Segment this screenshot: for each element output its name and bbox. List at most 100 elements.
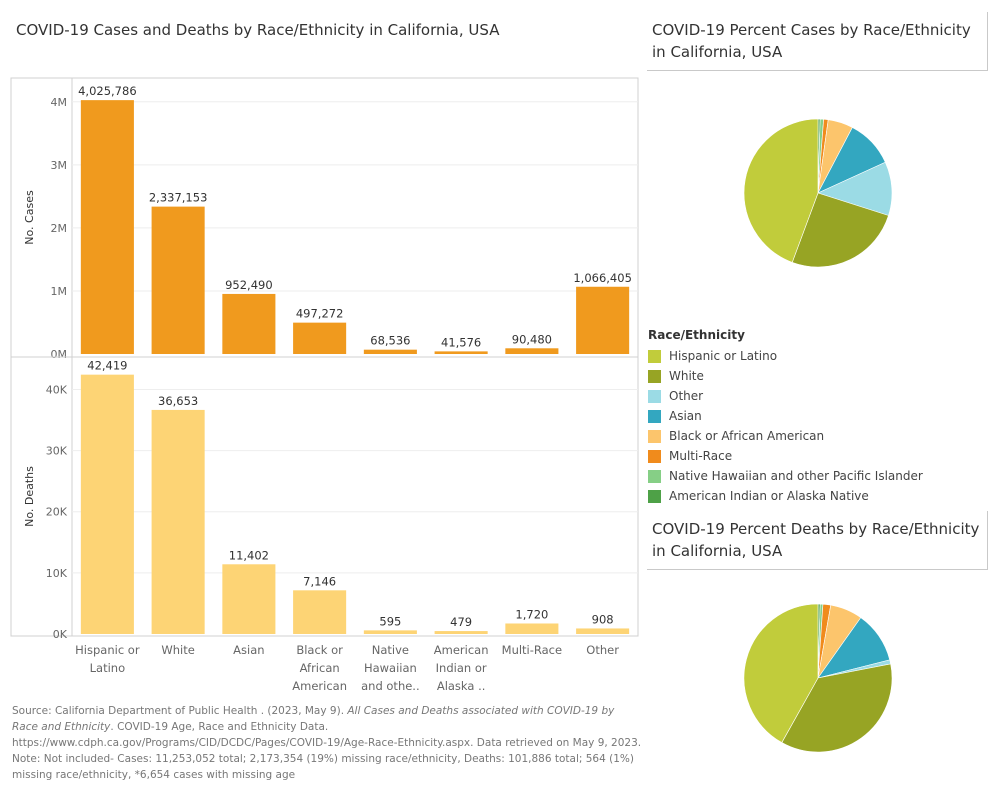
x-tick-label: American <box>292 679 347 693</box>
x-tick-label: Alaska .. <box>437 679 486 693</box>
legend-label: Hispanic or Latino <box>669 349 778 363</box>
pie-slice <box>781 663 893 753</box>
data-label: 497,272 <box>296 307 344 321</box>
deaths-pie-panel: COVID-19 Percent Deaths by Race/Ethnicit… <box>647 511 988 570</box>
x-tick-label: Black or <box>296 643 343 657</box>
legend-swatch <box>648 349 661 363</box>
data-label: 1,066,405 <box>573 271 632 285</box>
y-axis-title: No. Deaths <box>23 466 36 527</box>
pie-slice <box>743 118 819 263</box>
y-tick-label: 0M <box>51 348 68 361</box>
bar <box>151 206 205 354</box>
legend-item: Black or African American <box>648 426 923 446</box>
data-label: 595 <box>379 614 401 628</box>
bar <box>505 348 559 354</box>
x-tick-label: Asian <box>233 643 264 657</box>
data-label: 1,720 <box>515 607 548 621</box>
legend-item: Asian <box>648 406 923 426</box>
y-tick-label: 0K <box>53 628 68 641</box>
legend-label: Multi-Race <box>669 449 733 463</box>
bar <box>151 409 205 634</box>
x-tick-label: Multi-Race <box>502 643 562 657</box>
source-url: https://www.cdph.ca.gov/Programs/CID/DCD… <box>12 737 642 749</box>
x-tick-label: White <box>161 643 194 657</box>
data-label: 479 <box>450 615 472 629</box>
x-tick-label: Latino <box>90 661 125 675</box>
bar <box>222 293 276 354</box>
legend: Race/Ethnicity Hispanic or Latino White Ot… <box>648 328 923 506</box>
data-label: 908 <box>592 612 614 626</box>
legend-swatch <box>648 449 661 463</box>
legend-swatch <box>648 489 661 503</box>
legend-item: Hispanic or Latino <box>648 346 923 366</box>
y-tick-label: 3M <box>51 159 68 172</box>
cases-pie-panel: COVID-19 Percent Cases by Race/Ethnicity… <box>647 12 988 71</box>
x-tick-label: African <box>300 661 340 675</box>
x-tick-label: Hispanic or <box>75 643 140 657</box>
legend-swatch <box>648 469 661 483</box>
legend-item: Other <box>648 386 923 406</box>
legend-label: Other <box>669 389 704 403</box>
data-label: 42,419 <box>87 359 127 373</box>
y-axis-title: No. Cases <box>23 190 36 245</box>
y-tick-label: 40K <box>46 383 68 396</box>
data-label: 2,337,153 <box>149 191 208 205</box>
legend-item: American Indian or Alaska Native <box>648 486 923 506</box>
note-text: Note: Not included- Cases: 11,253,052 to… <box>12 753 634 781</box>
pie-slice <box>743 603 819 743</box>
legend-swatch <box>648 429 661 443</box>
y-tick-label: 4M <box>51 96 68 109</box>
data-label: 41,576 <box>441 335 481 349</box>
x-tick-label: Native <box>372 643 409 657</box>
bar <box>434 631 488 634</box>
y-tick-label: 30K <box>46 445 68 458</box>
x-tick-label: American <box>434 643 489 657</box>
bar <box>576 628 630 634</box>
bar <box>505 623 559 634</box>
legend-title: Race/Ethnicity <box>648 328 745 342</box>
bar <box>80 100 134 354</box>
legend-label: American Indian or Alaska Native <box>669 489 869 503</box>
pie-slice <box>791 192 889 268</box>
cases-pie-chart <box>743 118 893 268</box>
data-label: 4,025,786 <box>78 84 137 98</box>
x-tick-label: Hawaiian <box>364 661 417 675</box>
deaths-pie-title: COVID-19 Percent Deaths by Race/Ethnicit… <box>652 520 980 560</box>
bar <box>293 590 347 634</box>
bar <box>80 374 134 634</box>
source-citation: Source: California Department of Public … <box>12 705 615 733</box>
bar <box>222 564 276 634</box>
bar <box>293 322 347 354</box>
legend-label: Native Hawaiian and other Pacific Island… <box>669 469 923 483</box>
legend-swatch <box>648 409 661 423</box>
bar <box>363 630 417 634</box>
legend-label: White <box>669 369 704 383</box>
bar <box>576 286 630 354</box>
main-title: COVID-19 Cases and Deaths by Race/Ethnic… <box>16 21 500 39</box>
legend-item: Native Hawaiian and other Pacific Island… <box>648 466 923 486</box>
cases-pie-title: COVID-19 Percent Cases by Race/Ethnicity… <box>652 21 971 61</box>
y-tick-label: 20K <box>46 506 68 519</box>
legend-label: Asian <box>669 409 702 423</box>
deaths-pie-chart <box>743 603 893 753</box>
source-note: Source: California Department of Public … <box>12 703 642 783</box>
y-tick-label: 2M <box>51 222 68 235</box>
data-label: 36,653 <box>158 394 198 408</box>
data-label: 7,146 <box>303 574 336 588</box>
x-tick-label: Other <box>586 643 619 657</box>
y-tick-label: 10K <box>46 567 68 580</box>
bar-chart: 0M 1M 2M 3M 4M No. Cases 4,025,786 2,337,153 952… <box>10 77 639 693</box>
legend-item: Multi-Race <box>648 446 923 466</box>
data-label: 68,536 <box>370 334 410 348</box>
data-label: 11,402 <box>229 548 269 562</box>
bar <box>434 351 488 354</box>
legend-item: White <box>648 366 923 386</box>
data-label: 90,480 <box>512 332 552 346</box>
legend-label: Black or African American <box>669 429 825 443</box>
bar <box>363 349 417 354</box>
legend-swatch <box>648 389 661 403</box>
x-tick-label: Indian or <box>436 661 487 675</box>
x-tick-label: and othe.. <box>361 679 420 693</box>
legend-swatch <box>648 369 661 383</box>
y-tick-label: 1M <box>51 285 68 298</box>
